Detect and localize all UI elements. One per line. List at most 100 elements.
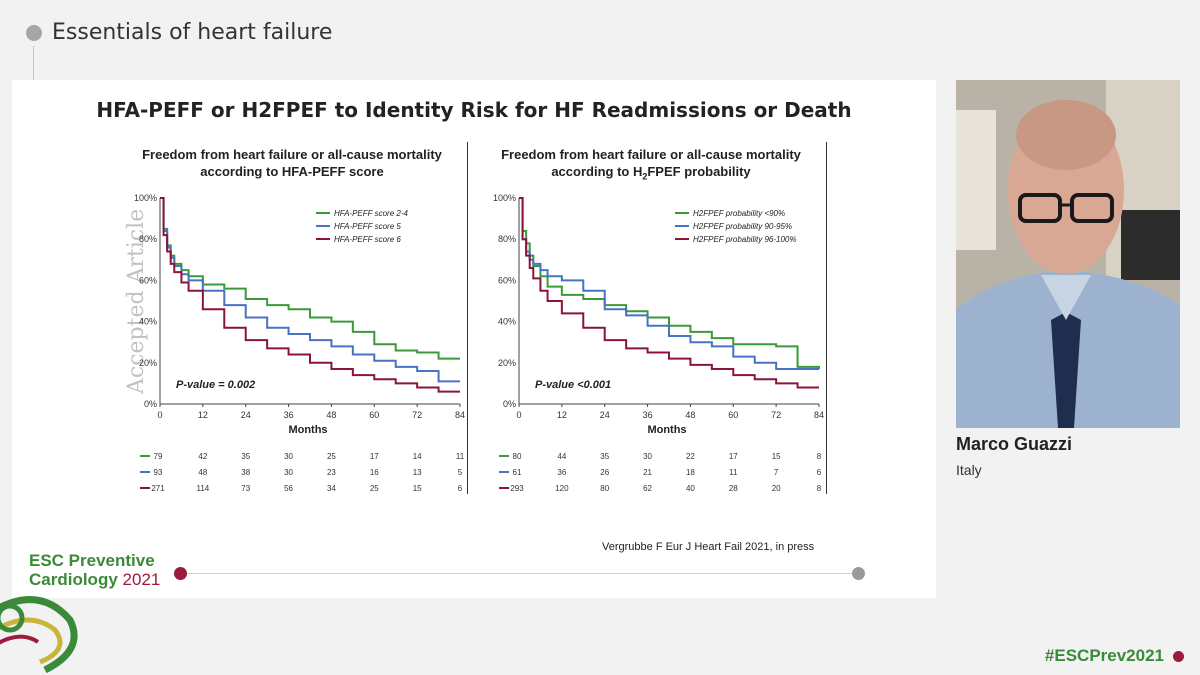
at-risk-count: 8 — [817, 452, 822, 461]
speaker-name: Marco Guazzi — [956, 434, 1073, 454]
at-risk-count: 25 — [370, 484, 379, 493]
speaker-video-frame — [956, 80, 1180, 428]
at-risk-count: 35 — [600, 452, 609, 461]
speaker-country: Italy — [956, 462, 982, 478]
x-tick-label: 60 — [369, 410, 379, 420]
at-risk-count: 17 — [370, 452, 379, 461]
brand-year: 2021 — [122, 570, 161, 589]
legend-label: HFA-PEFF score 6 — [334, 235, 401, 244]
at-risk-count: 16 — [370, 468, 379, 477]
at-risk-count: 11 — [456, 452, 465, 461]
footer-dot-red-icon — [174, 567, 187, 580]
at-risk-count: 61 — [513, 468, 522, 477]
slide-title: HFA-PEFF or H2FPEF to Identity Risk for … — [96, 98, 852, 122]
at-risk-count: 14 — [413, 452, 422, 461]
at-risk-count: 62 — [643, 484, 652, 493]
at-risk-count: 114 — [196, 484, 209, 493]
brand-cardiology: Cardiology — [29, 570, 118, 589]
series-line-2 — [160, 197, 460, 393]
at-risk-count: 21 — [643, 468, 652, 477]
at-risk-count: 26 — [600, 468, 609, 477]
chart-title-line2: according to HFA-PEFF score — [200, 164, 384, 179]
y-tick-label: 40% — [498, 317, 516, 327]
x-tick-label: 12 — [557, 410, 567, 420]
at-risk-count: 36 — [557, 468, 566, 477]
at-risk-count: 17 — [729, 452, 738, 461]
chart-title-prefix: according to H — [551, 164, 643, 179]
x-tick-label: 36 — [284, 410, 294, 420]
at-risk-count: 34 — [327, 484, 336, 493]
at-risk-count: 15 — [772, 452, 781, 461]
chart-title-suffix: FPEF probability — [647, 164, 751, 179]
x-tick-label: 0 — [157, 410, 162, 420]
esc-swirl-logo-icon — [0, 596, 78, 674]
at-risk-count: 271 — [151, 484, 165, 493]
at-risk-count: 20 — [772, 484, 781, 493]
chart-title-line2: according to H2FPEF probability — [475, 163, 827, 186]
at-risk-count: 44 — [557, 452, 566, 461]
session-title: Essentials of heart failure — [52, 20, 333, 45]
at-risk-count: 6 — [817, 468, 822, 477]
x-tick-label: 84 — [814, 410, 824, 420]
at-risk-count: 8 — [817, 484, 822, 493]
event-hashtag: #ESCPrev2021 — [1044, 646, 1164, 665]
y-tick-label: 80% — [498, 234, 516, 244]
brand-line1: ESC Preventive — [29, 551, 155, 570]
legend-label: H2FPEF probability 96-100% — [693, 235, 796, 244]
at-risk-count: 18 — [686, 468, 695, 477]
at-risk-count: 80 — [513, 452, 522, 461]
legend-label: HFA-PEFF score 2-4 — [334, 209, 408, 218]
x-tick-label: 36 — [643, 410, 653, 420]
at-risk-count: 25 — [327, 452, 336, 461]
at-risk-count: 56 — [284, 484, 293, 493]
at-risk-count: 7 — [774, 468, 779, 477]
km-chart-hfa-peff: Accepted Article 0% 20% 40% 60% 80% 100% 0 12 24 3… — [124, 193, 465, 493]
at-risk-count: 79 — [154, 452, 163, 461]
x-tick-label: 60 — [728, 410, 738, 420]
legend-label: HFA-PEFF score 5 — [334, 222, 401, 231]
chart-title: Freedom from heart failure or all-cause … — [116, 146, 468, 180]
header-bullet-icon — [26, 24, 42, 41]
at-risk-count: 30 — [643, 452, 652, 461]
x-axis-label: Months — [647, 424, 686, 436]
y-tick-label: 60% — [139, 275, 157, 285]
x-axis-label: Months — [288, 424, 327, 436]
at-risk-count: 120 — [555, 484, 569, 493]
x-tick-label: 24 — [241, 410, 251, 420]
at-risk-count: 23 — [327, 468, 336, 477]
citation: Vergrubbe F Eur J Heart Fail 2021, in pr… — [602, 541, 815, 553]
legend-label: H2FPEF probability <90% — [693, 209, 785, 218]
at-risk-count: 40 — [686, 484, 695, 493]
x-tick-label: 72 — [771, 410, 781, 420]
at-risk-count: 6 — [458, 484, 463, 493]
series-line-2 — [519, 197, 819, 389]
at-risk-count: 5 — [458, 468, 463, 477]
legend-label: H2FPEF probability 90-95% — [693, 222, 792, 231]
x-tick-label: 48 — [326, 410, 336, 420]
chart-title-line1: Freedom from heart failure or all-cause … — [142, 147, 442, 162]
footer-dot-grey-icon — [852, 567, 865, 580]
session-header: Essentials of heart failure — [26, 20, 332, 45]
y-tick-label: 20% — [498, 358, 516, 368]
chart-panel-hfa-peff: Freedom from heart failure or all-cause … — [116, 142, 468, 494]
chart-panel-h2fpef: Freedom from heart failure or all-cause … — [475, 142, 827, 494]
p-value-annotation: P-value = 0.002 — [176, 379, 255, 391]
y-tick-label: 0% — [503, 399, 516, 409]
x-tick-label: 48 — [685, 410, 695, 420]
chart-title-subscript: 2 — [642, 171, 648, 182]
speaker-video — [956, 80, 1180, 428]
x-tick-label: 72 — [412, 410, 422, 420]
y-tick-label: 80% — [139, 234, 157, 244]
p-value-annotation: P-value <0.001 — [535, 379, 611, 391]
at-risk-count: 293 — [510, 484, 524, 493]
y-tick-label: 60% — [498, 275, 516, 285]
km-chart-h2fpef: 0% 20% 40% 60% 80% 100% 0 12 24 36 48 60 72 84 Months P… — [493, 193, 824, 493]
y-tick-label: 20% — [139, 358, 157, 368]
x-tick-label: 12 — [198, 410, 208, 420]
y-tick-label: 100% — [493, 193, 516, 203]
y-tick-label: 40% — [139, 317, 157, 327]
at-risk-count: 30 — [284, 468, 293, 477]
at-risk-count: 15 — [413, 484, 422, 493]
at-risk-count: 22 — [686, 452, 695, 461]
at-risk-count: 11 — [729, 468, 738, 477]
